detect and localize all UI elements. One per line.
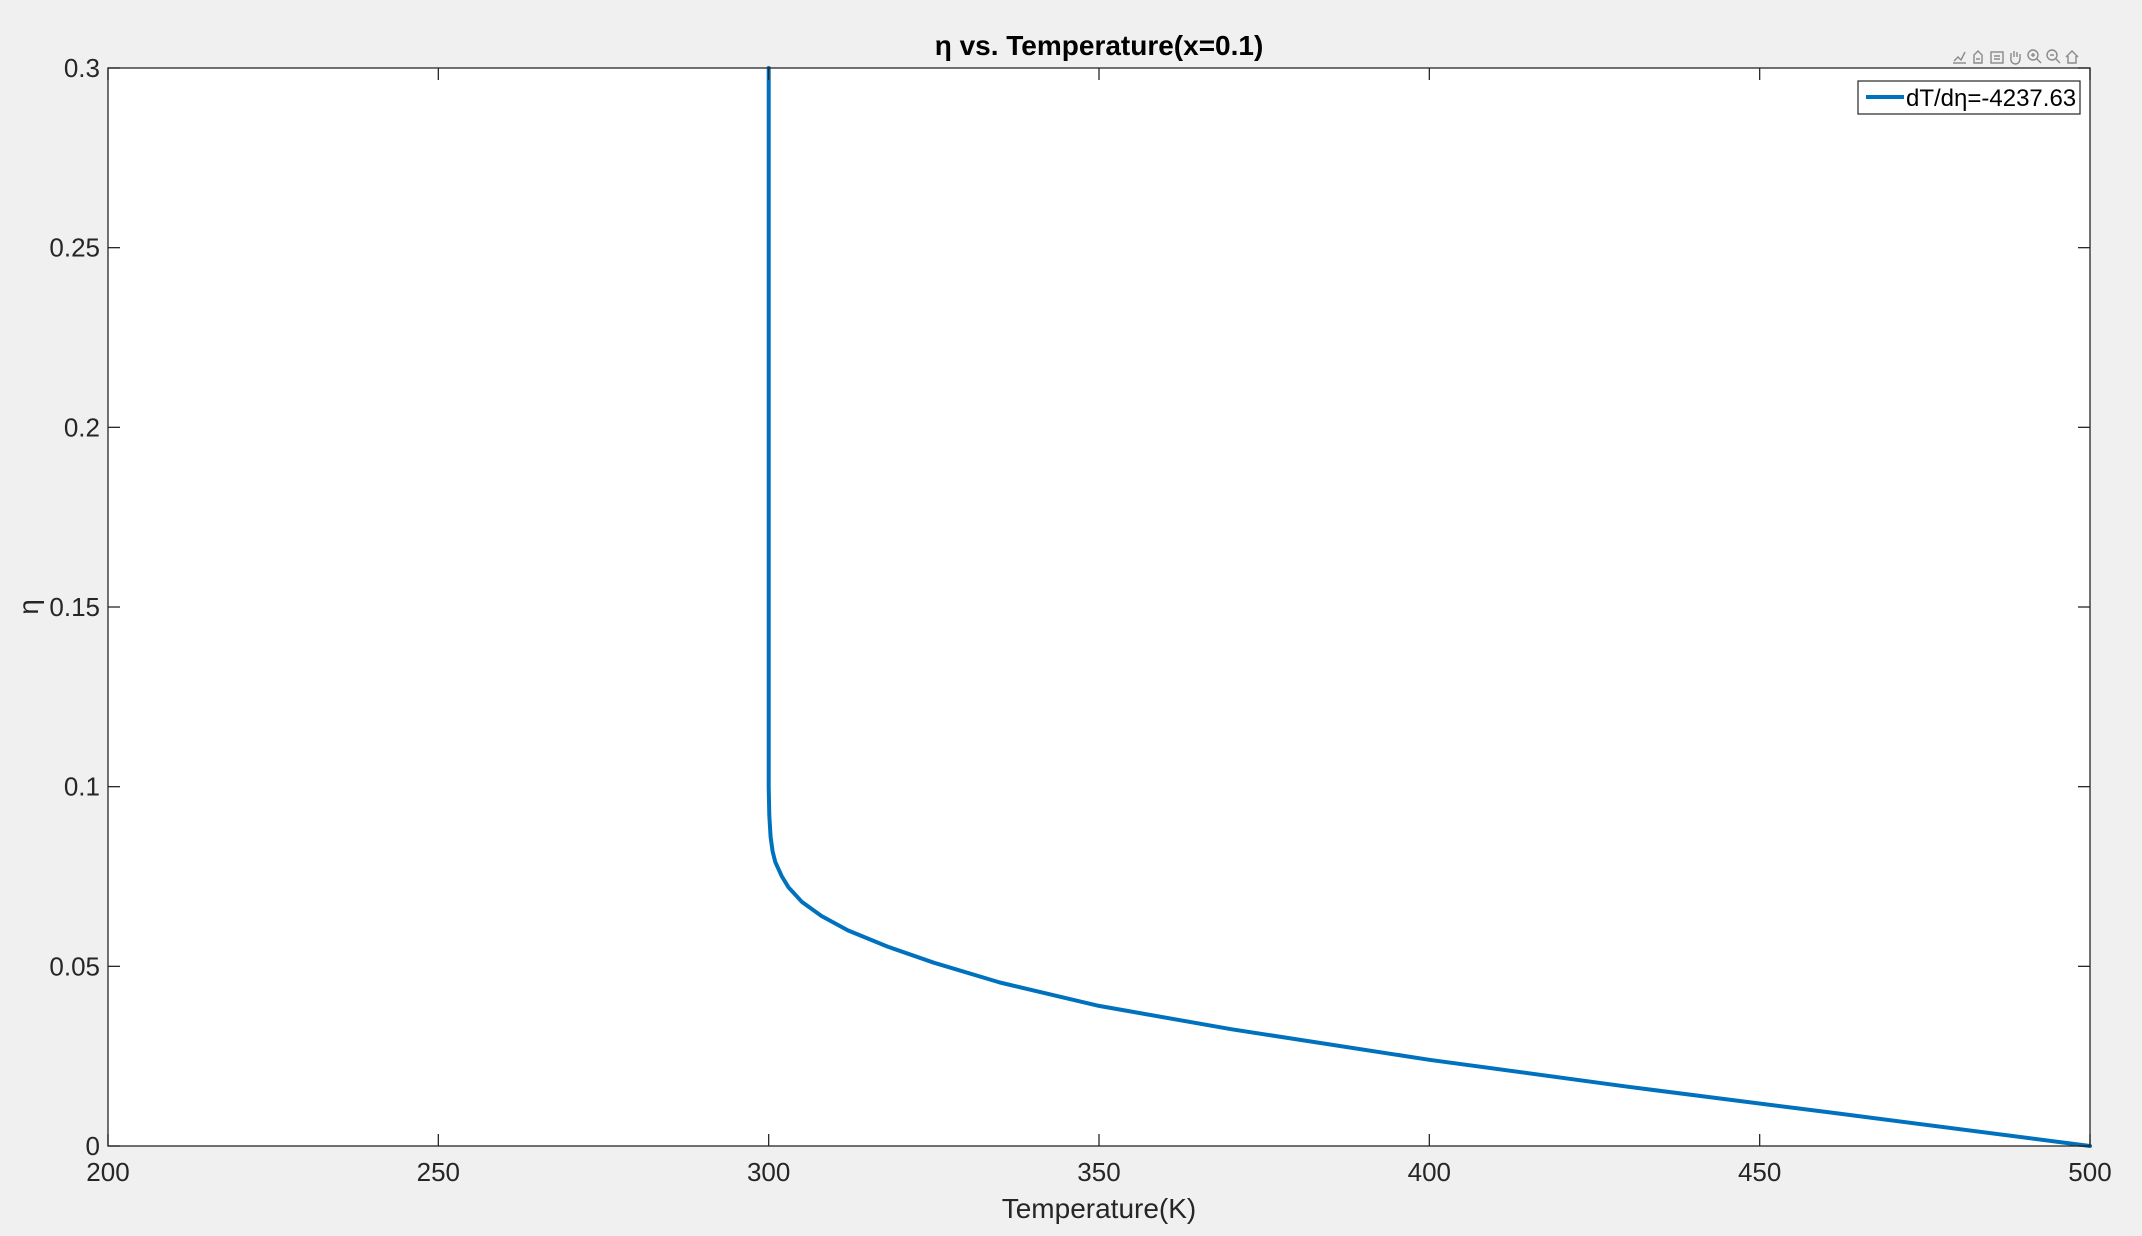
y-tick-label: 0.15 <box>49 592 100 622</box>
x-axis-label: Temperature(K) <box>1002 1193 1197 1224</box>
x-tick-label: 300 <box>747 1157 790 1187</box>
plot-title: η vs. Temperature(x=0.1) <box>935 30 1264 61</box>
home-icon[interactable] <box>2065 50 2079 64</box>
zoom-out-icon[interactable] <box>2046 49 2061 64</box>
x-tick-label: 500 <box>2068 1157 2111 1187</box>
y-tick-label: 0.05 <box>49 951 100 981</box>
y-tick-label: 0.2 <box>64 412 100 442</box>
y-axis-ticks: 0 0.05 0.1 0.15 0.2 0.25 0.3 <box>49 53 2090 1161</box>
y-tick-label: 0 <box>86 1131 100 1161</box>
export-icon[interactable] <box>1990 51 2004 64</box>
y-tick-label: 0.25 <box>49 233 100 263</box>
series-line[interactable] <box>766 66 2092 1148</box>
brush-icon[interactable] <box>1953 51 1966 64</box>
datatip-icon[interactable] <box>1973 50 1983 64</box>
y-tick-label: 0.1 <box>64 772 100 802</box>
x-tick-label: 400 <box>1408 1157 1451 1187</box>
legend[interactable]: dT/dη=-4237.63 <box>1857 80 2081 115</box>
plot-area[interactable] <box>108 68 2090 1146</box>
x-tick-label: 350 <box>1077 1157 1120 1187</box>
x-tick-label: 250 <box>417 1157 460 1187</box>
y-tick-label: 0.3 <box>64 53 100 83</box>
y-axis-label: η <box>13 599 44 615</box>
x-tick-label: 200 <box>86 1157 129 1187</box>
x-axis-ticks: 200 250 300 350 400 450 500 <box>86 68 2112 1187</box>
axes-toolbar <box>1953 49 2079 65</box>
legend-entry-label: dT/dη=-4237.63 <box>1906 85 2076 112</box>
zoom-in-icon[interactable] <box>2027 49 2042 64</box>
data-lines <box>766 66 2092 1148</box>
x-tick-label: 450 <box>1738 1157 1781 1187</box>
pan-icon[interactable] <box>2010 51 2021 65</box>
